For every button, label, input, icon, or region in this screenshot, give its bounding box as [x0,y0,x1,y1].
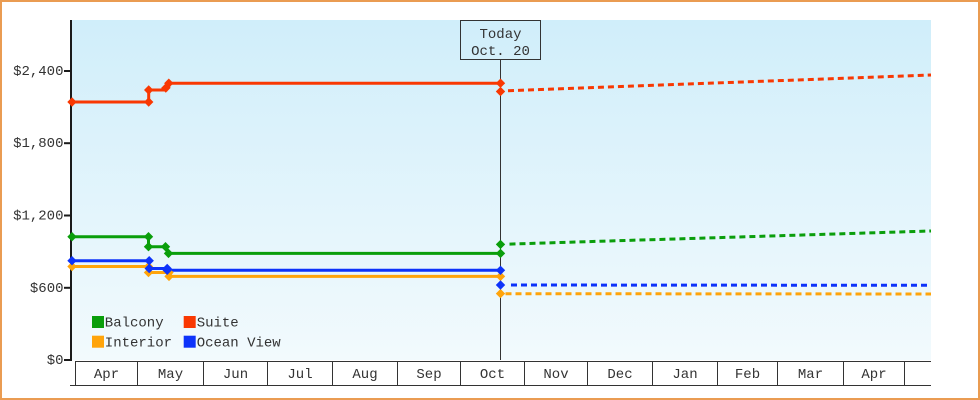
svg-text:May: May [158,367,183,383]
svg-text:Apr: Apr [94,367,119,383]
svg-text:Jun: Jun [223,367,248,383]
svg-text:Oct: Oct [480,367,505,383]
svg-text:$600: $600 [30,281,64,297]
svg-text:$1,800: $1,800 [13,136,63,152]
svg-text:Suite: Suite [197,316,239,332]
svg-text:Feb: Feb [735,367,760,383]
svg-text:Jan: Jan [672,367,697,383]
svg-text:Nov: Nov [543,367,568,383]
svg-text:Interior: Interior [105,335,172,351]
svg-text:Jul: Jul [287,367,312,383]
svg-text:Today: Today [479,27,521,43]
svg-text:Apr: Apr [861,367,886,383]
svg-text:$1,200: $1,200 [13,209,63,225]
svg-text:Mar: Mar [798,367,823,383]
svg-text:Ocean View: Ocean View [197,335,282,351]
svg-text:Oct. 20: Oct. 20 [471,44,530,60]
svg-text:Dec: Dec [607,367,632,383]
svg-text:Sep: Sep [416,367,441,383]
svg-text:$0: $0 [47,353,64,369]
svg-text:Aug: Aug [352,367,377,383]
svg-text:$2,400: $2,400 [13,64,63,80]
svg-text:Balcony: Balcony [105,316,164,332]
